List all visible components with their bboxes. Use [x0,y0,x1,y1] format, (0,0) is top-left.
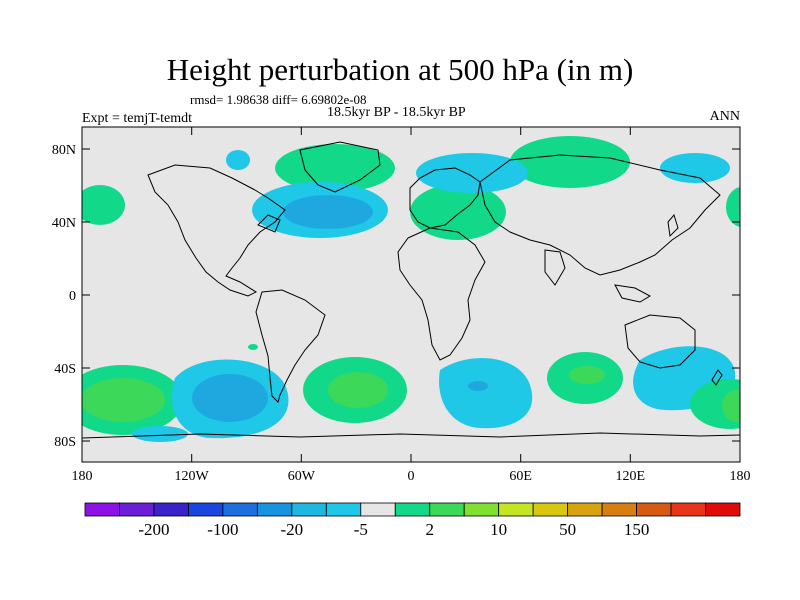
y-tick-label: 40S [54,362,76,377]
x-tick-label: 0 [408,469,415,484]
colorbar: -200 -100 -20 -5 2 10 50 150 [84,502,741,539]
y-tick-label: 40N [52,216,76,231]
colorbar-label: -100 [207,520,238,539]
y-tick-label: 0 [69,289,76,304]
colorbar-box [222,502,258,517]
coast-hudson-area [257,214,281,233]
coast-north-america [147,164,286,297]
colorbar-box [256,502,293,517]
contour-green-se-core [722,390,740,422]
x-tick-label: 60E [509,469,532,484]
colorbar-box [636,502,672,517]
coast-europe [409,167,481,229]
contour-green-nw [82,185,125,225]
contour-blue-pacific-n [660,153,730,183]
experiment-label: Expt = temjT-temdt [82,111,193,126]
colorbar-box [84,502,120,517]
colorbar-box [498,502,534,517]
coastlines [82,141,740,439]
colorbar-box [188,502,224,517]
period-label: 18.5kyr BP - 18.5kyr BP [327,105,466,120]
contour-green-greenland [275,144,395,192]
colorbar-box [705,502,741,517]
colorbar-label: -20 [281,520,304,539]
x-tick-label: 60W [288,469,316,484]
axis-ticks [81,127,741,462]
colorbar-label: -200 [138,520,169,539]
x-tick-label: 180 [72,469,93,484]
colorbar-label: 2 [425,520,434,539]
contour-green-s-atlantic-core [328,372,388,408]
coast-australia [624,314,696,369]
colorbar-label: 50 [559,520,576,539]
contour-green-s-indian-core [569,366,605,384]
colorbar-box [429,502,465,517]
contour-green-siberia [510,136,630,188]
coast-antarctica [82,432,740,439]
coast-japan [667,213,679,238]
coast-africa [397,227,486,361]
x-tick-label: 180 [730,469,751,484]
contour-fields [82,136,740,442]
coast-new-zealand [711,369,723,386]
colorbar-box [532,502,569,517]
contour-green-ne [726,187,740,227]
contour-blue-s-indian-w [439,358,533,429]
colorbar-box [601,502,637,517]
contour-green-europe [410,184,506,240]
colorbar-box [291,502,327,517]
colorbar-box [670,502,706,517]
coast-south-america [255,289,326,403]
y-axis-labels: 80N 40N 0 40S 80S [52,143,76,450]
x-axis-labels: 180 120W 60W 0 60E 120E 180 [72,469,751,484]
coast-india [544,249,566,286]
contour-blue-se-pacific-core [192,374,268,422]
contour-blue-atlantic-core [283,195,373,229]
colorbar-box [325,502,362,517]
contour-green-tiny [248,344,258,350]
coast-greenland [299,141,381,193]
colorbar-box [394,502,431,517]
colorbar-label: -5 [354,520,368,539]
colorbar-box [153,502,189,517]
x-tick-label: 120E [616,469,646,484]
contour-blue-far-south [132,426,188,442]
y-tick-label: 80S [54,435,76,450]
contour-blue-small-arctic [226,150,250,170]
colorbar-box [119,502,155,517]
contour-green-sw-core [82,378,165,422]
colorbar-box [567,502,603,517]
map-title: Height perturbation at 500 hPa (in m) [166,52,634,87]
contour-blue-s-indian-core [468,381,488,391]
season-label: ANN [709,109,740,124]
colorbar-box [463,502,500,517]
stats-line: rmsd= 1.98638 diff= 6.69802e-08 [190,92,367,107]
colorbar-label: 150 [624,520,650,539]
coast-indonesia [614,284,652,303]
x-tick-label: 120W [175,469,210,484]
y-tick-label: 80N [52,143,76,158]
colorbar-box [360,502,396,517]
coast-asia [479,154,721,276]
colorbar-label: 10 [490,520,507,539]
contour-blue-scandinavia [416,153,528,193]
